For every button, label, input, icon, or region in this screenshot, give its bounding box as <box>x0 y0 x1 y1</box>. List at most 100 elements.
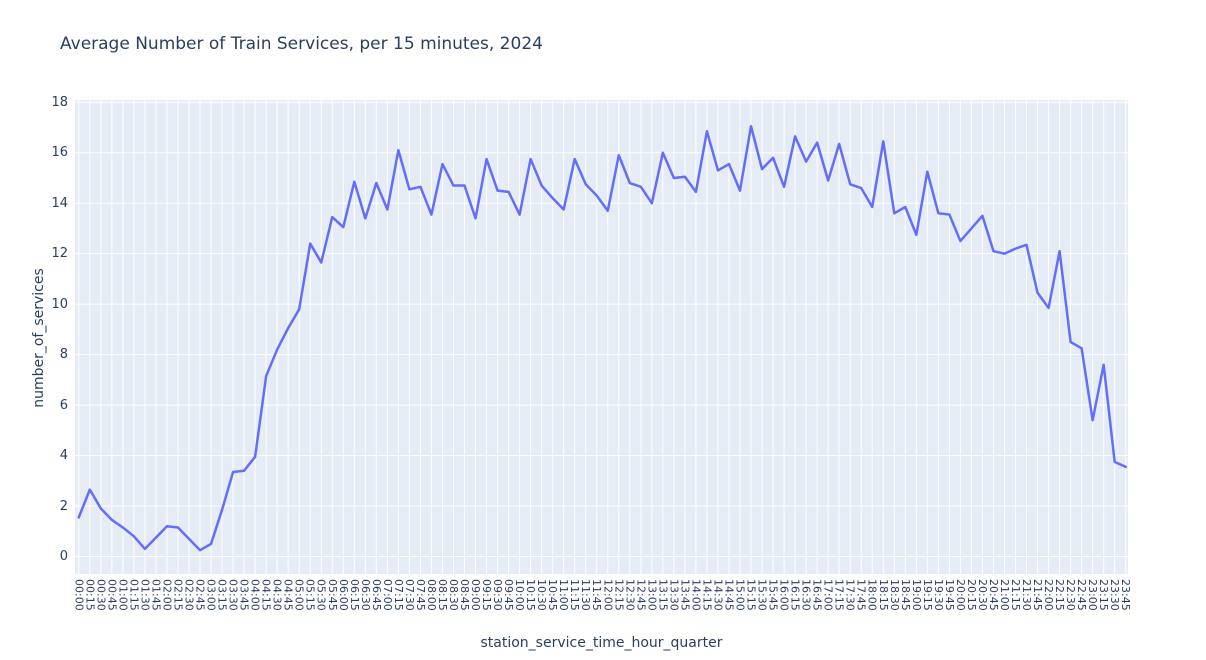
x-tick-label: 15:45 <box>766 579 780 611</box>
y-tick-label: 10 <box>51 296 68 312</box>
x-tick-label: 01:00 <box>116 579 130 611</box>
x-tick-label: 12:45 <box>634 579 648 611</box>
x-tick-label: 12:00 <box>601 579 615 611</box>
x-tick-label: 07:45 <box>413 579 427 611</box>
x-tick-label: 21:00 <box>997 579 1011 611</box>
x-tick-label: 17:15 <box>832 579 846 611</box>
x-tick-label: 03:30 <box>226 579 240 611</box>
x-tick-label: 08:45 <box>458 579 471 611</box>
x-tick-label: 04:45 <box>281 579 295 611</box>
x-tick-label: 22:15 <box>1053 579 1067 611</box>
x-tick-label: 04:30 <box>270 579 284 611</box>
y-tick-label: 0 <box>59 549 68 564</box>
x-tick-label: 07:00 <box>380 579 394 611</box>
x-tick-label: 00:30 <box>94 579 108 611</box>
x-tick-label: 22:45 <box>1075 579 1089 611</box>
x-tick-label: 04:15 <box>259 579 273 611</box>
x-tick-label: 17:45 <box>854 579 868 611</box>
x-tick-label: 16:00 <box>777 579 791 611</box>
x-tick-label: 19:00 <box>909 579 923 611</box>
x-tick-label: 02:45 <box>193 579 207 611</box>
x-tick-label: 07:30 <box>402 579 416 611</box>
x-tick-label: 23:15 <box>1097 579 1111 611</box>
x-tick-label: 03:15 <box>215 579 229 611</box>
x-tick-label: 13:15 <box>656 579 670 611</box>
line-chart-svg <box>75 100 1128 574</box>
x-tick-label: 14:45 <box>722 579 736 611</box>
x-tick-label: 21:30 <box>1020 579 1034 611</box>
x-tick-label: 18:45 <box>898 579 912 611</box>
x-tick-label: 10:00 <box>513 579 527 611</box>
x-tick-label: 11:00 <box>557 579 571 611</box>
x-tick-label: 20:45 <box>986 579 1000 611</box>
x-tick-label: 20:30 <box>975 579 989 611</box>
x-tick-label: 05:45 <box>325 579 339 611</box>
x-tick-label: 03:45 <box>237 579 251 611</box>
x-tick-label: 09:15 <box>480 579 494 611</box>
x-tick-label: 13:30 <box>667 579 681 611</box>
x-tick-label: 17:30 <box>843 579 857 611</box>
x-tick-label: 23:30 <box>1108 579 1122 611</box>
y-tick-label: 8 <box>59 347 68 363</box>
x-tick-label: 18:00 <box>865 579 879 611</box>
x-tick-label: 22:30 <box>1064 579 1078 611</box>
x-tick-label: 00:00 <box>72 579 86 611</box>
x-tick-label: 05:15 <box>303 579 317 611</box>
x-tick-label: 15:15 <box>744 579 758 611</box>
y-tick-label: 2 <box>59 498 68 514</box>
x-tick-label: 10:45 <box>546 579 560 611</box>
x-tick-label: 06:45 <box>369 579 383 611</box>
x-tick-label: 19:15 <box>920 579 934 611</box>
x-tick-label: 00:45 <box>105 579 119 611</box>
x-tick-label: 01:30 <box>138 579 152 611</box>
x-tick-label: 13:45 <box>678 579 692 611</box>
y-tick-label: 12 <box>51 246 68 262</box>
x-tick-label: 15:00 <box>733 579 747 611</box>
x-tick-label: 08:00 <box>424 579 438 611</box>
x-tick-label: 17:00 <box>821 579 835 611</box>
x-tick-label: 11:30 <box>579 579 593 611</box>
x-tick-label: 20:15 <box>964 579 978 611</box>
x-tick-label: 14:15 <box>700 579 714 611</box>
x-tick-label: 06:15 <box>347 579 361 611</box>
x-tick-label: 19:30 <box>931 579 945 611</box>
x-tick-label: 20:00 <box>953 579 967 611</box>
y-tick-label: 18 <box>51 94 68 110</box>
x-tick-label: 10:15 <box>524 579 538 611</box>
x-tick-label: 12:15 <box>612 579 626 611</box>
x-tick-label: 02:30 <box>182 579 196 611</box>
x-tick-label: 21:45 <box>1031 579 1045 611</box>
x-tick-label: 08:15 <box>435 579 449 611</box>
x-tick-label: 16:15 <box>788 579 802 611</box>
x-tick-label: 02:00 <box>160 579 174 611</box>
x-tick-label: 18:15 <box>876 579 890 611</box>
y-tick-label: 16 <box>51 145 68 161</box>
x-tick-label: 07:15 <box>391 579 405 611</box>
y-tick-label: 4 <box>59 448 68 464</box>
x-tick-label: 01:15 <box>127 579 141 611</box>
x-tick-label: 18:30 <box>887 579 901 611</box>
x-tick-label: 04:00 <box>248 579 262 611</box>
x-tick-label: 02:15 <box>171 579 185 611</box>
x-tick-label: 16:45 <box>810 579 824 611</box>
x-tick-label: 14:00 <box>689 579 703 611</box>
y-tick-label: 6 <box>59 397 68 413</box>
chart-title: Average Number of Train Services, per 15… <box>60 34 543 54</box>
x-tick-label: 13:00 <box>645 579 659 611</box>
x-tick-label: 05:30 <box>314 579 328 611</box>
x-tick-label: 15:30 <box>755 579 769 611</box>
x-tick-label: 06:00 <box>336 579 350 611</box>
x-tick-label: 19:45 <box>942 579 956 611</box>
x-tick-label: 09:30 <box>491 579 505 611</box>
y-tick-label: 14 <box>51 195 68 211</box>
line-series[interactable] <box>77 124 1127 552</box>
x-tick-label: 23:00 <box>1086 579 1100 611</box>
plot-area[interactable] <box>75 100 1128 574</box>
y-axis-title: number_of_services <box>31 268 47 408</box>
x-tick-label: 09:45 <box>502 579 516 611</box>
x-tick-label: 11:45 <box>590 579 604 611</box>
x-tick-label: 05:00 <box>292 579 306 611</box>
x-tick-label: 14:30 <box>711 579 725 611</box>
x-tick-label: 00:15 <box>83 579 97 611</box>
